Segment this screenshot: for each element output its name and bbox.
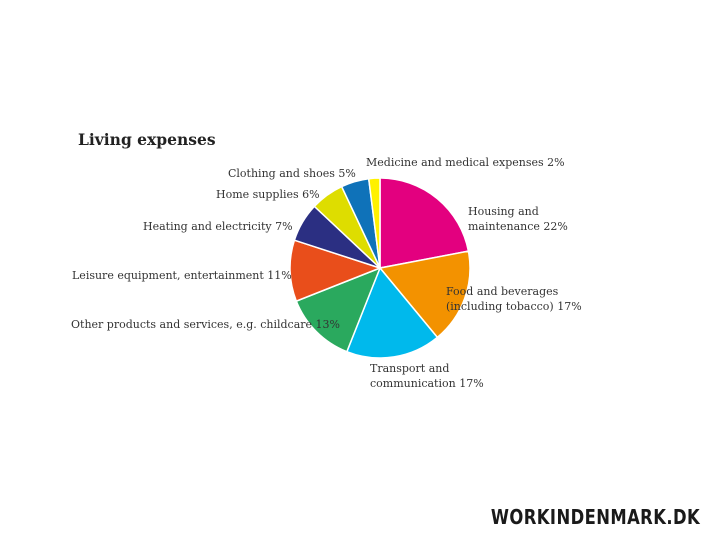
slice-label-3: Other products and services, e.g. childc… — [71, 317, 340, 332]
brand-logo: WORKINDENMARK.DK — [490, 505, 700, 529]
slice-label-line: Heating and electricity 7% — [143, 220, 293, 233]
slice-label-2: Transport and communication 17% — [370, 361, 484, 391]
chart-title: Living expenses — [78, 130, 216, 149]
slice-label-line: Home supplies 6% — [216, 188, 320, 201]
slice-label-5: Heating and electricity 7% — [143, 219, 293, 234]
pie-slice-8 — [367, 177, 381, 269]
slice-label-8: Medicine and medical expenses 2% — [366, 155, 565, 170]
slice-label-4: Leisure equipment, entertainment 11% — [72, 268, 292, 283]
slice-label-line: Transport and — [370, 362, 450, 375]
slice-label-line: communication 17% — [370, 377, 484, 390]
pie-slice-1 — [378, 250, 471, 339]
slice-label-6: Home supplies 6% — [216, 187, 320, 202]
pie-slice-0 — [379, 177, 470, 269]
slice-label-line: maintenance 22% — [468, 220, 568, 233]
slice-label-line: Leisure equipment, entertainment 11% — [72, 269, 292, 282]
pie-slice-3 — [295, 266, 382, 353]
slice-label-line: (including tobacco) 17% — [446, 300, 582, 313]
slice-label-line: Food and beverages — [446, 285, 559, 298]
slice-label-0: Housing and maintenance 22% — [468, 204, 568, 234]
slice-label-line: Medicine and medical expenses 2% — [366, 156, 565, 169]
slice-label-7: Clothing and shoes 5% — [228, 166, 356, 181]
slice-label-line: Housing and — [468, 205, 539, 218]
slice-label-line: Clothing and shoes 5% — [228, 167, 356, 180]
slice-label-line: Other products and services, e.g. childc… — [71, 318, 340, 331]
pie-slice-2 — [345, 266, 439, 359]
slice-label-1: Food and beverages (including tobacco) 17… — [446, 284, 582, 314]
